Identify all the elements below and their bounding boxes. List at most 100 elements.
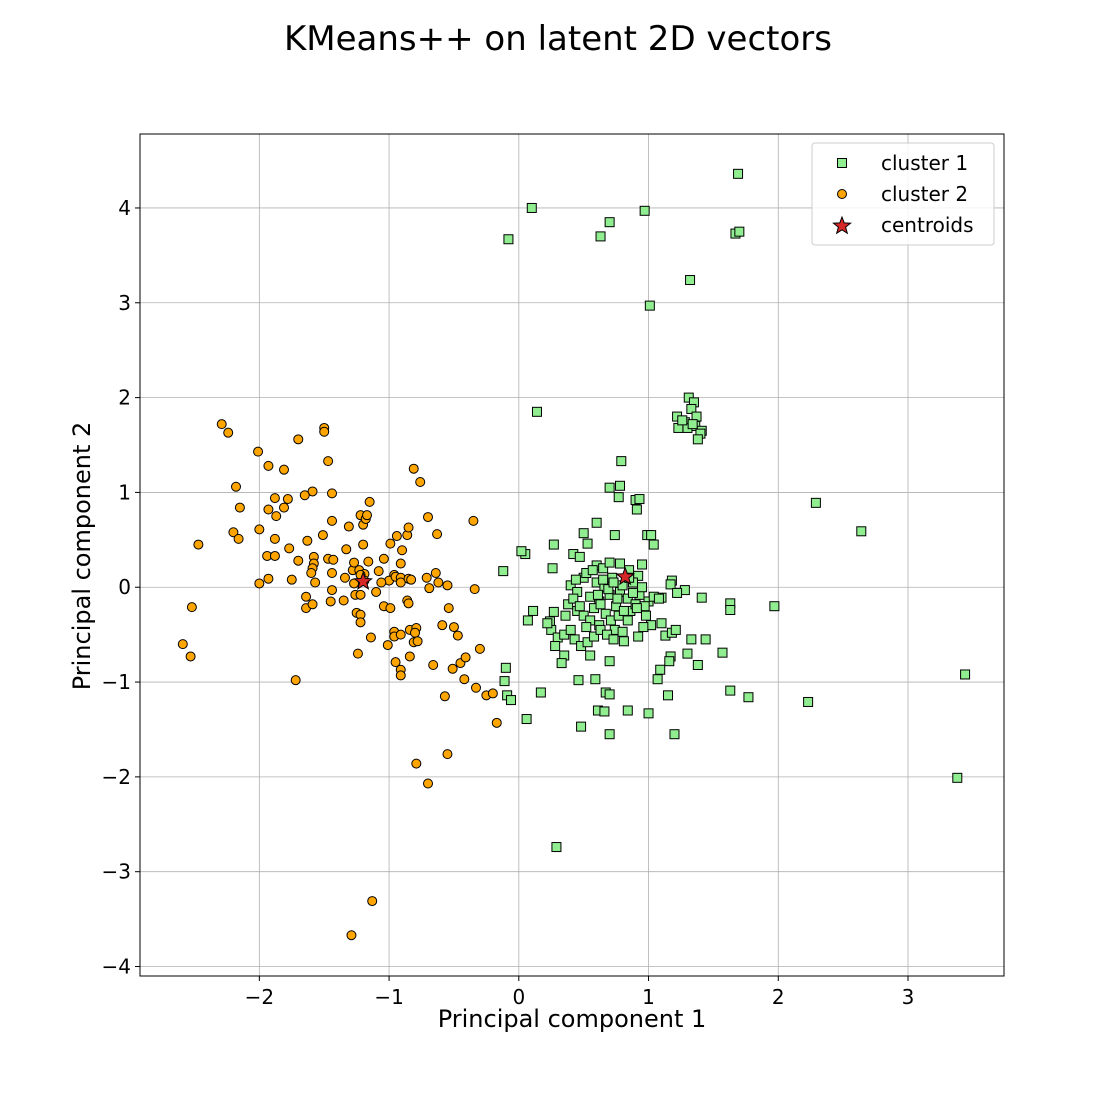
x-tick-label: −1 (374, 985, 403, 1009)
y-tick-label: 0 (118, 575, 131, 599)
circle-data-point (378, 553, 389, 564)
series-1 (498, 168, 971, 853)
square-data-point (573, 675, 584, 686)
square-data-point (618, 605, 629, 616)
circle-data-point (471, 682, 481, 693)
circle-data-point (403, 598, 414, 609)
circle-data-point (395, 577, 406, 588)
circle-data-point (423, 512, 433, 523)
square-data-point (550, 641, 561, 652)
square-data-point (613, 492, 624, 503)
square-data-point (521, 714, 532, 725)
square-data-point (560, 610, 571, 621)
circle-data-point (186, 602, 197, 613)
square-data-point (551, 842, 562, 853)
square-data-point (599, 706, 610, 717)
y-tick-label: 2 (118, 386, 131, 410)
square-data-point (578, 528, 589, 539)
legend-marker-square (837, 158, 847, 168)
circle-data-point (430, 568, 441, 579)
circle-data-point (437, 620, 448, 631)
x-tick-label: 0 (512, 985, 525, 1009)
circle-data-point (395, 629, 406, 640)
square-data-point (725, 604, 736, 615)
circle-data-point (406, 574, 417, 585)
square-data-point (604, 482, 615, 493)
circle-data-point (177, 639, 188, 650)
circle-data-point (307, 599, 318, 610)
circle-data-point (469, 584, 480, 595)
square-data-point (548, 539, 559, 550)
circle-data-point (269, 493, 280, 504)
circle-data-point (253, 446, 264, 457)
square-data-point (638, 622, 649, 633)
square-data-point (615, 480, 625, 491)
square-data-point (608, 634, 619, 645)
circle-data-point (284, 543, 295, 554)
square-data-point (639, 205, 650, 216)
square-data-point (595, 231, 606, 242)
circle-data-point (376, 577, 387, 588)
circle-data-point (263, 573, 274, 584)
square-data-point (548, 606, 559, 617)
circle-data-point (460, 652, 471, 663)
circle-data-point (474, 643, 485, 654)
square-data-point (498, 566, 509, 577)
square-data-point (535, 687, 546, 698)
circle-data-point (373, 566, 384, 577)
circle-data-point (397, 545, 408, 556)
circle-data-point (346, 930, 357, 941)
circle-data-point (355, 589, 366, 600)
square-data-point (631, 504, 642, 515)
centroid-marker (353, 571, 374, 590)
square-data-point (687, 419, 698, 430)
circle-data-point (325, 596, 336, 607)
square-data-point (542, 618, 553, 629)
x-tick-label: 3 (902, 985, 915, 1009)
circle-data-point (428, 659, 439, 670)
circle-data-point (279, 464, 289, 475)
square-data-point (582, 538, 593, 549)
square-data-point (603, 584, 614, 595)
circle-data-point (385, 603, 396, 614)
legend-markers (832, 158, 852, 235)
legend-label-cluster-1: cluster 1 (881, 151, 968, 175)
square-data-point (700, 634, 711, 645)
square-data-point (637, 559, 648, 570)
circle-data-point (310, 577, 321, 588)
circle-data-point (423, 778, 433, 789)
circle-data-point (286, 574, 297, 585)
square-data-point (604, 217, 615, 228)
axis-ticks: −2 −1 0 1 2 3 −4 −3 −2 −1 0 1 2 3 4 (102, 196, 915, 1009)
circle-data-point (319, 426, 330, 437)
chart-title: KMeans++ on latent 2D vectors (284, 19, 832, 59)
circle-data-point (343, 521, 354, 532)
circle-data-point (327, 585, 337, 596)
square-data-point (565, 624, 576, 635)
circle-data-point (269, 533, 280, 544)
square-data-point (499, 676, 510, 687)
circle-data-point (327, 488, 337, 499)
circle-data-point (282, 494, 293, 505)
square-data-point (669, 729, 680, 740)
square-data-point (617, 626, 628, 637)
square-data-point (589, 631, 600, 642)
circle-data-point (452, 630, 463, 641)
square-data-point (952, 772, 963, 783)
square-data-point (743, 692, 754, 703)
legend-marker-star (832, 215, 852, 235)
square-data-point (612, 593, 623, 604)
y-tick-label: 4 (118, 196, 131, 220)
square-data-point (531, 406, 542, 417)
circle-data-point (421, 572, 432, 583)
square-data-point (563, 599, 574, 610)
circle-data-point (233, 533, 244, 544)
circle-data-point (442, 580, 453, 591)
square-data-point (609, 530, 620, 541)
circle-data-point (408, 463, 419, 474)
square-data-point (591, 517, 602, 528)
circle-data-point (395, 558, 406, 569)
square-data-point (618, 636, 629, 647)
y-tick-label: −2 (102, 765, 131, 789)
